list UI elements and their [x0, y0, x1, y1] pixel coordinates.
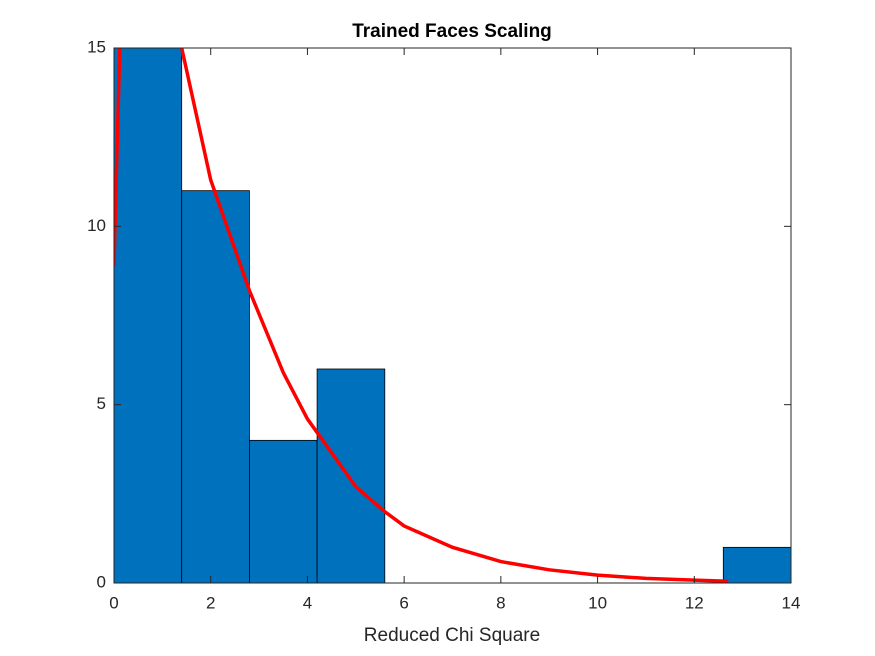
bar — [722, 546, 791, 583]
x-tick-label: 10 — [588, 593, 607, 612]
bar — [316, 368, 386, 583]
chart-title: Trained Faces Scaling — [352, 21, 552, 42]
y-tick-label: 15 — [87, 37, 106, 56]
y-tick-label: 5 — [97, 394, 106, 413]
x-tick-label: 4 — [303, 593, 312, 612]
x-tick-label: 6 — [399, 593, 408, 612]
x-tick-label: 14 — [782, 593, 801, 612]
bar — [248, 439, 318, 583]
x-tick-label: 12 — [685, 593, 704, 612]
y-tick-label: 0 — [97, 572, 106, 591]
bar — [114, 48, 183, 583]
x-tick-label: 8 — [496, 593, 505, 612]
x-axis-label: Reduced Chi Square — [364, 625, 540, 646]
bar — [181, 190, 250, 583]
axes-box — [113, 47, 792, 584]
y-tick-label: 10 — [87, 216, 106, 235]
x-tick-label: 0 — [109, 593, 118, 612]
fit-curve — [114, 48, 729, 583]
x-tick-label: 2 — [206, 593, 215, 612]
